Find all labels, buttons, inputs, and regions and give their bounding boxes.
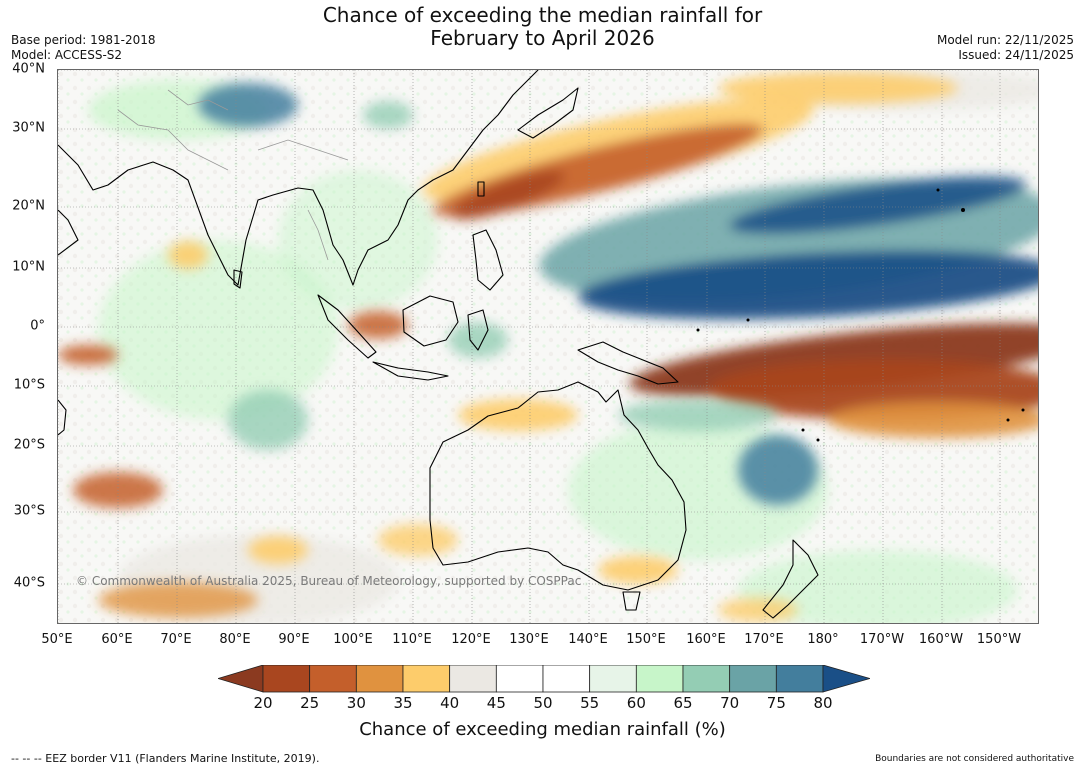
- colorbar-tick-label: 50: [533, 694, 553, 712]
- dry-anomalies: [58, 72, 1038, 622]
- colorbar-tick-label: 30: [346, 694, 366, 712]
- longitude-label: 100°E: [333, 632, 373, 647]
- longitude-label: 130°E: [509, 632, 549, 647]
- eez-border-note: -- -- -- EEZ border V11 (Flanders Marine…: [11, 752, 320, 765]
- longitude-label: 50°E: [41, 632, 73, 647]
- colorbar-segment: [589, 665, 637, 693]
- issued-text: Issued: 24/11/2025: [958, 48, 1074, 62]
- longitude-label: 160°E: [686, 632, 726, 647]
- arabia-coast: [58, 209, 79, 256]
- colorbar-segment: [495, 665, 544, 693]
- map-canvas: [58, 70, 1038, 623]
- sumatra-coast: [317, 294, 377, 359]
- madagascar-coast: [58, 399, 67, 436]
- longitude-label: 150°E: [626, 632, 666, 647]
- title-line-1: Chance of exceeding the median rainfall …: [322, 3, 763, 27]
- latitude-label: 20°S: [13, 437, 45, 453]
- latitude-label: 40°S: [13, 575, 45, 591]
- colorbar-tick-label: 80: [813, 694, 833, 712]
- colorbar-segment: [635, 665, 684, 693]
- longitude-label: 140°E: [568, 632, 608, 647]
- colorbar-segment: [775, 665, 824, 693]
- colorbar-tick-label: 20: [253, 694, 273, 712]
- longitude-label: 120°E: [451, 632, 491, 647]
- colorbar-tick-label: 70: [720, 694, 740, 712]
- borneo-coast: [402, 295, 459, 347]
- sri-lanka-coast: [233, 269, 243, 289]
- copyright-text: © Commonwealth of Australia 2025, Bureau…: [76, 574, 582, 588]
- country-borders: [117, 89, 349, 261]
- tasmania-coast: [622, 591, 641, 611]
- longitude-label: 110°E: [392, 632, 432, 647]
- longitude-label: 150°W: [976, 632, 1022, 647]
- latitude-label: 10°N: [12, 259, 45, 275]
- colorbar-tick-label: 40: [440, 694, 460, 712]
- longitude-label: 80°E: [219, 632, 251, 647]
- asia-coast: [58, 70, 539, 286]
- colorbar-over-triangle: [822, 665, 870, 693]
- new-guinea-coast: [577, 341, 679, 385]
- latitude-label: 10°S: [13, 377, 45, 393]
- longitude-label: 170°W: [859, 632, 905, 647]
- longitude-label: 180°: [807, 632, 839, 647]
- taiwan-coast: [477, 181, 485, 197]
- model-text: Model: ACCESS-S2: [11, 48, 123, 62]
- colorbar-segment: [449, 665, 497, 693]
- base-period-text: Base period: 1981-2018: [11, 33, 156, 47]
- latitude-label: 40°N: [12, 61, 45, 77]
- colorbar-tick-label: 75: [766, 694, 786, 712]
- colorbar-segment: [729, 665, 777, 693]
- latitude-label: 20°N: [12, 198, 45, 214]
- longitude-label: 170°E: [744, 632, 784, 647]
- boundaries-disclaimer: Boundaries are not considered authoritat…: [875, 754, 1074, 764]
- colorbar-tick-label: 35: [393, 694, 413, 712]
- rainfall-map: [57, 69, 1039, 624]
- chart-title: Chance of exceeding the median rainfall …: [0, 4, 1085, 50]
- australia-coast: [429, 381, 687, 591]
- neutral-patches: [88, 70, 1038, 623]
- longitude-label: 70°E: [160, 632, 192, 647]
- longitude-label: 160°W: [918, 632, 964, 647]
- new-zealand-coast: [762, 539, 819, 619]
- japan-coast: [517, 87, 579, 139]
- colorbar-tick-label: 65: [673, 694, 693, 712]
- colorbar-under-triangle: [218, 665, 264, 693]
- graticule: [58, 70, 1038, 623]
- meta-right: Model run: 22/11/2025 Issued: 24/11/2025: [937, 33, 1074, 63]
- colorbar-segment: [262, 665, 311, 693]
- sulawesi-coast: [467, 309, 489, 351]
- longitude-label: 60°E: [101, 632, 133, 647]
- colorbar-title: Chance of exceeding median rainfall (%): [359, 719, 726, 740]
- colorbar-segment: [402, 665, 451, 693]
- java-coast: [372, 361, 449, 381]
- colorbar-segment: [682, 665, 731, 693]
- colorbar-segment: [355, 665, 404, 693]
- philippines-coast: [472, 229, 504, 291]
- colorbar-tick-label: 55: [580, 694, 600, 712]
- longitude-label: 90°E: [278, 632, 310, 647]
- latitude-label: 30°S: [13, 503, 45, 519]
- colorbar-tick-label: 25: [300, 694, 320, 712]
- title-line-2: February to April 2026: [430, 26, 655, 50]
- colorbar-segment: [542, 665, 591, 693]
- model-run-text: Model run: 22/11/2025: [936, 33, 1074, 47]
- meta-left: Base period: 1981-2018 Model: ACCESS-S2: [11, 33, 156, 63]
- latitude-label: 0°: [30, 318, 45, 334]
- colorbar-tick-label: 45: [486, 694, 506, 712]
- latitude-label: 30°N: [12, 120, 45, 136]
- colorbar-segment: [309, 665, 357, 693]
- colorbar-tick-label: 60: [626, 694, 646, 712]
- colorbar: [218, 665, 870, 693]
- pacific-islands: [696, 188, 1025, 442]
- coastlines: [58, 70, 819, 619]
